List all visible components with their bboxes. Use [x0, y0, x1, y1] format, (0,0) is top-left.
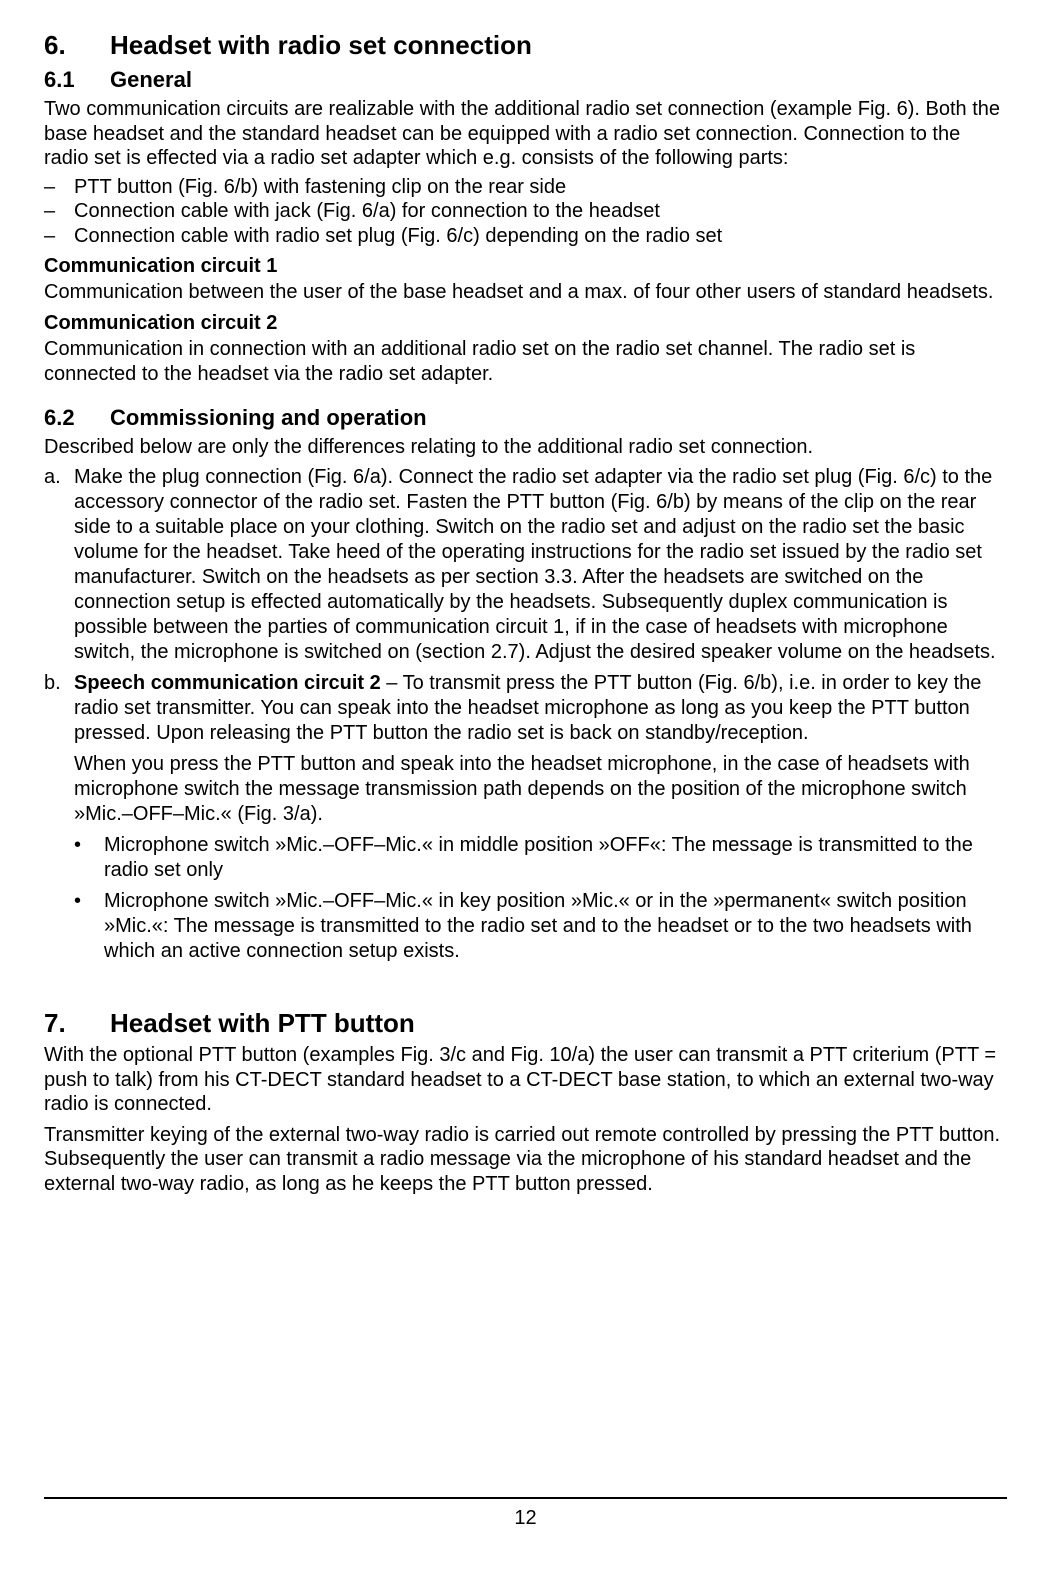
heading-sec6-1-title: General	[110, 67, 192, 93]
heading-sec6-num: 6.	[44, 30, 110, 61]
item-b-lead: Speech communication circuit 2	[74, 672, 381, 694]
heading-sec6-title: Headset with radio set connection	[110, 30, 532, 61]
item-a-mark: a.	[44, 465, 74, 665]
heading-sec6-2: 6.2 Commissioning and operation	[44, 405, 1007, 431]
dash-mark: –	[44, 199, 74, 223]
cc2-title: Communication circuit 2	[44, 311, 1007, 335]
page-number: 12	[44, 1507, 1007, 1530]
item-b: b. Speech communication circuit 2 – To t…	[44, 671, 1007, 746]
heading-sec7-title: Headset with PTT button	[110, 1008, 415, 1039]
bullet-mark: •	[74, 889, 104, 964]
dash-mark: –	[44, 175, 74, 199]
dash-item: – Connection cable with radio set plug (…	[44, 224, 1007, 248]
heading-sec6: 6. Headset with radio set connection	[44, 30, 1007, 61]
section-gap	[44, 966, 1007, 988]
item-b-mark: b.	[44, 671, 74, 746]
heading-sec6-1: 6.1 General	[44, 67, 1007, 93]
bullet-text: Microphone switch »Mic.–OFF–Mic.« in key…	[104, 889, 1007, 964]
heading-sec6-1-num: 6.1	[44, 67, 110, 93]
sec6-2-p1: Described below are only the differences…	[44, 435, 1007, 460]
dash-item-text: Connection cable with jack (Fig. 6/a) fo…	[74, 199, 660, 223]
sec6-1-p1: Two communication circuits are realizabl…	[44, 97, 1007, 171]
dash-item-text: Connection cable with radio set plug (Fi…	[74, 224, 722, 248]
footer-rule	[44, 1497, 1007, 1499]
bullet-item: • Microphone switch »Mic.–OFF–Mic.« in m…	[74, 833, 1007, 883]
item-a-body: Make the plug connection (Fig. 6/a). Con…	[74, 465, 1007, 665]
bullet-item: • Microphone switch »Mic.–OFF–Mic.« in k…	[74, 889, 1007, 964]
item-a: a. Make the plug connection (Fig. 6/a). …	[44, 465, 1007, 665]
item-b-p2: When you press the PTT button and speak …	[74, 752, 1007, 827]
dash-item: – PTT button (Fig. 6/b) with fastening c…	[44, 175, 1007, 199]
dash-mark: –	[44, 224, 74, 248]
cc1-title: Communication circuit 1	[44, 254, 1007, 278]
bullet-text: Microphone switch »Mic.–OFF–Mic.« in mid…	[104, 833, 1007, 883]
dash-item-text: PTT button (Fig. 6/b) with fastening cli…	[74, 175, 566, 199]
heading-sec6-2-num: 6.2	[44, 405, 110, 431]
heading-sec7-num: 7.	[44, 1008, 110, 1039]
cc1-body: Communication between the user of the ba…	[44, 280, 1007, 305]
bullet-mark: •	[74, 833, 104, 883]
page-footer: 12	[44, 1497, 1007, 1530]
heading-sec7: 7. Headset with PTT button	[44, 1008, 1007, 1039]
sec6-1-dashlist: – PTT button (Fig. 6/b) with fastening c…	[44, 175, 1007, 248]
document-page: 6. Headset with radio set connection 6.1…	[0, 0, 1051, 1570]
item-b-body: Speech communication circuit 2 – To tran…	[74, 671, 1007, 746]
sec7-p2: Transmitter keying of the external two-w…	[44, 1123, 1007, 1197]
cc2-body: Communication in connection with an addi…	[44, 337, 1007, 386]
sec7-p1: With the optional PTT button (examples F…	[44, 1043, 1007, 1117]
dash-item: – Connection cable with jack (Fig. 6/a) …	[44, 199, 1007, 223]
heading-sec6-2-title: Commissioning and operation	[110, 405, 427, 431]
